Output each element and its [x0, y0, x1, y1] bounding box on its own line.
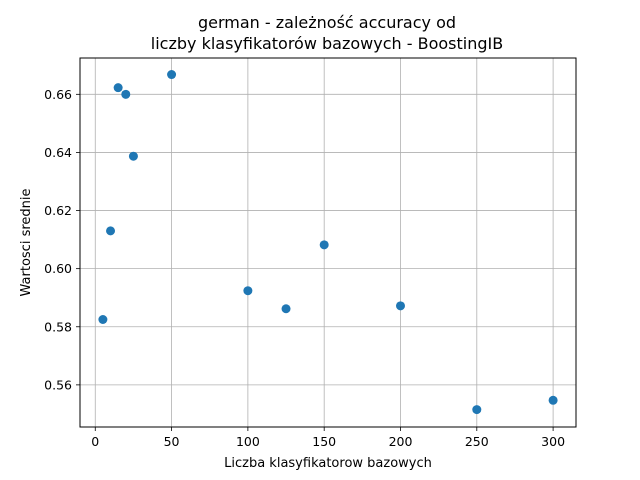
data-point: [319, 240, 329, 250]
data-point: [128, 151, 138, 161]
x-axis-label: Liczba klasyfikatorow bazowych: [224, 456, 432, 471]
y-tick-label: 0.62: [44, 203, 72, 218]
x-axis-ticks: 0 50 100 150 200 250 300: [91, 427, 565, 449]
plot-frame: [79, 57, 577, 428]
y-axis-ticks: 0.56 0.58 0.60 0.62 0.64 0.66: [44, 87, 80, 392]
data-points: [98, 70, 558, 415]
data-point: [98, 314, 108, 324]
data-point: [106, 226, 116, 236]
x-tick-label: 150: [312, 434, 336, 449]
x-tick-label: 100: [236, 434, 260, 449]
x-tick-label: 250: [465, 434, 489, 449]
y-tick-label: 0.66: [44, 87, 72, 102]
data-point: [548, 395, 558, 405]
data-point: [243, 286, 253, 296]
y-axis-label: Wartosci srednie: [19, 189, 34, 297]
data-point: [167, 70, 177, 80]
y-tick-label: 0.56: [44, 377, 72, 392]
data-point: [113, 83, 123, 93]
x-tick-label: 0: [91, 434, 99, 449]
x-tick-label: 300: [541, 434, 565, 449]
data-point: [472, 405, 482, 415]
y-tick-label: 0.60: [44, 261, 72, 276]
data-point: [281, 304, 291, 314]
data-point: [121, 89, 131, 99]
chart-title-line-2: liczby klasyfikatorów bazowych - Boostin…: [151, 34, 503, 53]
data-point: [395, 301, 405, 311]
chart-title-line-1: german - zależność accuracy od: [198, 13, 456, 32]
x-tick-label: 200: [389, 434, 413, 449]
grid: [80, 58, 576, 427]
x-tick-label: 50: [164, 434, 180, 449]
y-tick-label: 0.64: [44, 145, 72, 160]
y-tick-label: 0.58: [44, 319, 72, 334]
